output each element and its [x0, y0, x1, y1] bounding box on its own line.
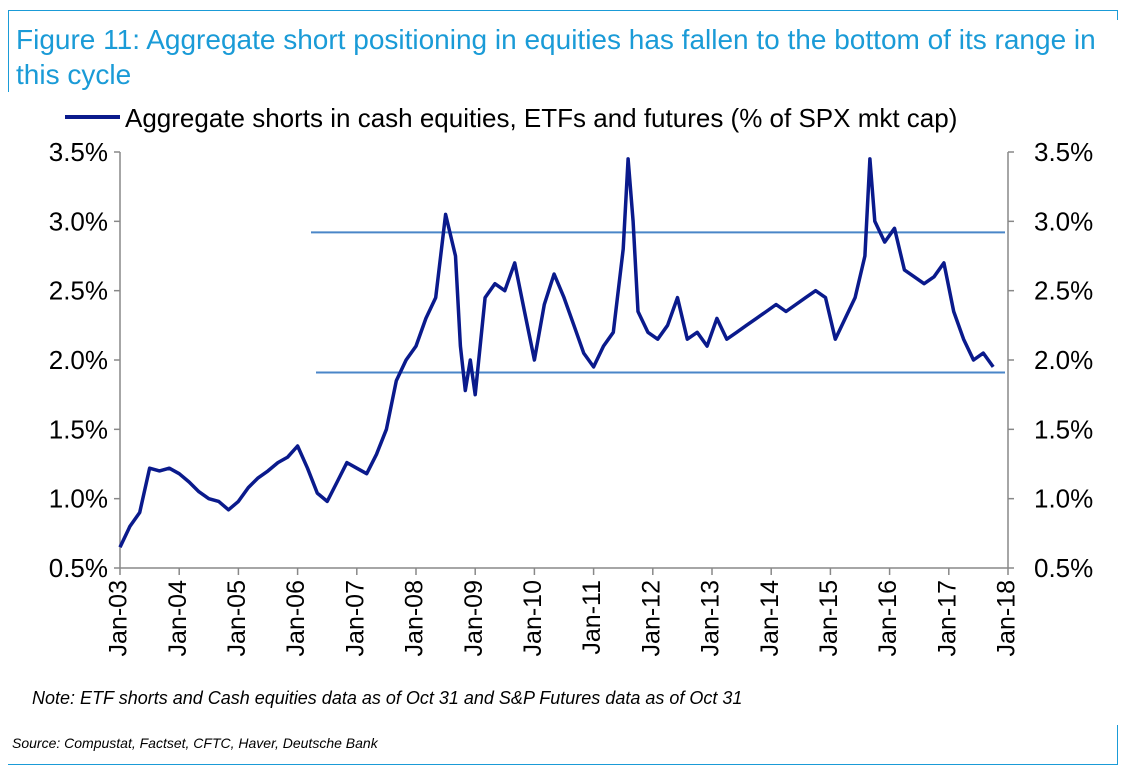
y-tick-label-right: 3.5% — [1034, 137, 1093, 167]
x-tick-label: Jan-16 — [874, 580, 902, 656]
source-text: Source: Compustat, Factset, CFTC, Haver,… — [12, 735, 378, 751]
y-tick-label-left: 2.0% — [49, 345, 108, 375]
x-tick-label: Jan-11 — [578, 580, 606, 655]
frame-top-rule — [8, 10, 1118, 11]
x-tick-label: Jan-10 — [519, 580, 547, 656]
frame-bottom-rule — [8, 764, 1118, 765]
y-tick-label-right: 0.5% — [1034, 553, 1093, 583]
chart-legend: Aggregate shorts in cash equities, ETFs … — [65, 103, 957, 133]
y-tick-label-right: 3.0% — [1034, 206, 1093, 236]
x-tick-label: Jan-08 — [401, 580, 429, 656]
frame-bottom-right-rule — [1117, 725, 1118, 765]
y-tick-label-left: 0.5% — [49, 553, 108, 583]
y-tick-label-left: 2.5% — [49, 276, 108, 306]
x-tick-label: Jan-12 — [637, 580, 665, 656]
x-tick-label: Jan-15 — [815, 580, 843, 656]
y-tick-label-right: 1.5% — [1034, 414, 1093, 444]
y-tick-label-left: 1.5% — [49, 414, 108, 444]
y-tick-label-right: 2.0% — [1034, 345, 1093, 375]
x-tick-label: Jan-17 — [933, 580, 961, 656]
y-tick-label-left: 1.0% — [49, 484, 108, 514]
frame-left-rule — [8, 10, 9, 92]
reference-lines — [311, 231, 1005, 374]
y-tick-label-right: 2.5% — [1034, 276, 1093, 306]
x-tick-label: Jan-06 — [282, 580, 310, 656]
x-tick-label: Jan-04 — [164, 580, 192, 657]
x-tick-label: Jan-07 — [341, 580, 369, 656]
chart-note: Note: ETF shorts and Cash equities data … — [32, 688, 743, 708]
chart-axes: 0.5% 0.5% 1.0% 1.0% 1.5% 1.5% 2.0% 2.0% 2.5% 2.5%… — [49, 137, 1094, 656]
x-tick-label: Jan-18 — [993, 580, 1021, 656]
line-chart: Aggregate shorts in cash equities, ETFs … — [49, 103, 1094, 656]
frame-right-rule — [1117, 10, 1118, 20]
series-line — [118, 157, 995, 548]
y-tick-label-left: 3.0% — [49, 206, 108, 236]
y-tick-label-left: 3.5% — [49, 137, 108, 167]
y-tick-label-right: 1.0% — [1034, 484, 1093, 514]
x-tick-label: Jan-13 — [697, 580, 725, 656]
series-group — [118, 157, 995, 548]
x-tick-label: Jan-05 — [223, 580, 251, 656]
x-tick-label: Jan-03 — [105, 580, 133, 656]
legend-label: Aggregate shorts in cash equities, ETFs … — [125, 103, 957, 133]
x-tick-label: Jan-09 — [460, 580, 488, 656]
x-tick-label: Jan-14 — [756, 580, 784, 657]
figure-title: Figure 11: Aggregate short positioning i… — [16, 24, 1096, 90]
